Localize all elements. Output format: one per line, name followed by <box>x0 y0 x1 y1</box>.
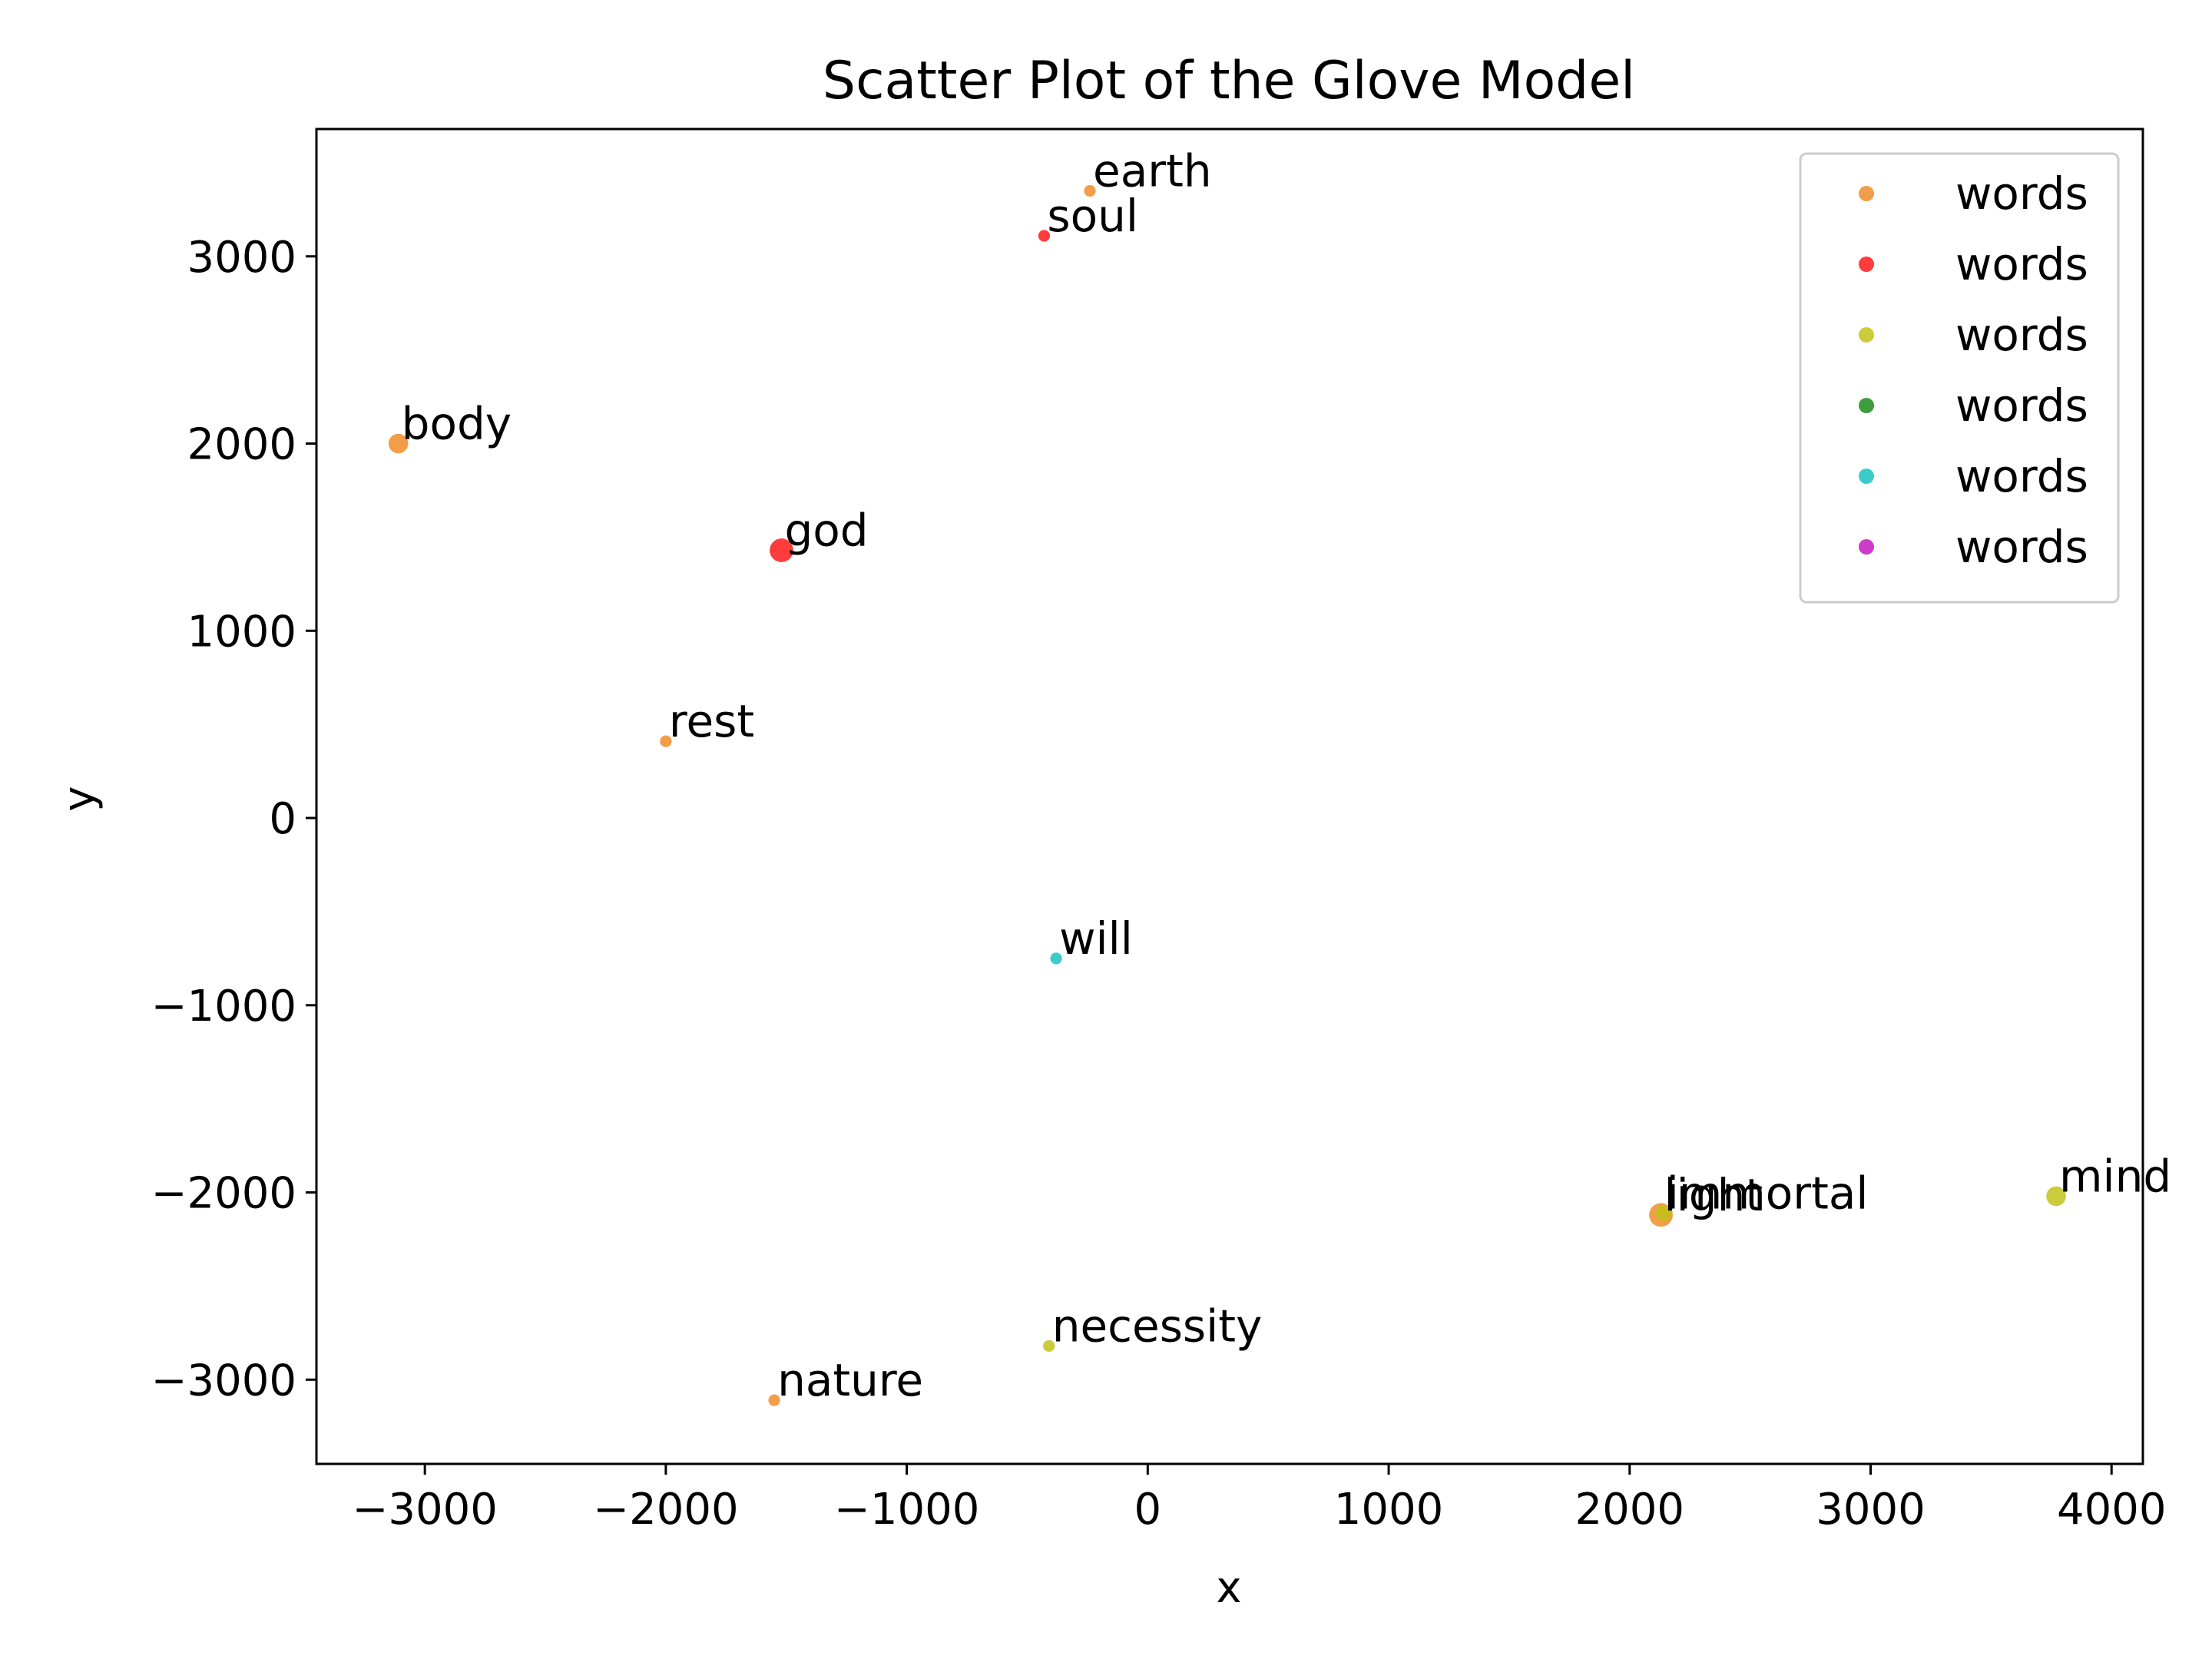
y-tick-label: 1000 <box>187 607 296 657</box>
point-label: mind <box>2059 1150 2171 1202</box>
x-tick-label: 2000 <box>1575 1485 1685 1535</box>
point-label: earth <box>1093 144 1212 197</box>
legend-label: words <box>1955 167 2088 220</box>
data-point <box>2046 1186 2066 1207</box>
point-label: nature <box>777 1354 923 1406</box>
y-tick-label: 3000 <box>187 233 296 283</box>
point-label: will <box>1059 912 1133 965</box>
x-tick-label: 3000 <box>1816 1485 1926 1535</box>
legend-label: words <box>1955 309 2088 361</box>
legend-marker <box>1859 469 1874 484</box>
x-axis-label: x <box>1216 1563 1241 1613</box>
legend-marker <box>1859 398 1874 413</box>
x-tick-label: 0 <box>1134 1485 1162 1535</box>
legend-label: words <box>1955 450 2088 502</box>
x-tick-label: 1000 <box>1334 1485 1444 1535</box>
x-tick-label: −1000 <box>834 1485 979 1535</box>
data-point <box>660 735 672 747</box>
point-label: immortal <box>1667 1167 1869 1219</box>
data-point <box>1655 1205 1671 1221</box>
legend-marker <box>1859 257 1874 272</box>
plot-frame <box>315 127 2144 1465</box>
y-tick-label: −1000 <box>151 982 296 1031</box>
point-label: light <box>1664 1169 1763 1221</box>
legend-marker <box>1859 327 1874 343</box>
data-point <box>1043 1339 1055 1353</box>
point-label: necessity <box>1052 1300 1263 1352</box>
legend-marker <box>1859 539 1874 555</box>
point-label: body <box>402 398 512 450</box>
legend-box <box>1799 152 2120 604</box>
legend-label: words <box>1955 379 2088 432</box>
data-point <box>1084 184 1096 197</box>
data-point <box>1038 230 1051 242</box>
x-tick-label: −3000 <box>352 1485 497 1535</box>
chart-title: Scatter Plot of the Glove Model <box>823 51 1635 111</box>
data-point <box>768 1394 780 1406</box>
data-point <box>388 433 409 454</box>
point-label: rest <box>669 695 754 747</box>
data-point <box>1050 952 1062 965</box>
y-axis-label: y <box>55 786 104 811</box>
point-label: god <box>784 504 868 556</box>
legend-label: words <box>1955 238 2088 290</box>
y-tick-label: 2000 <box>187 420 296 470</box>
x-tick-label: 4000 <box>2057 1485 2167 1535</box>
data-point <box>770 538 793 562</box>
y-tick-label: 0 <box>269 794 296 844</box>
y-tick-label: −3000 <box>151 1356 296 1406</box>
y-tick-label: −2000 <box>151 1169 296 1219</box>
legend-label: words <box>1955 521 2088 573</box>
x-tick-label: −2000 <box>593 1485 738 1535</box>
point-label: soul <box>1047 190 1138 242</box>
legend-marker <box>1859 186 1874 201</box>
